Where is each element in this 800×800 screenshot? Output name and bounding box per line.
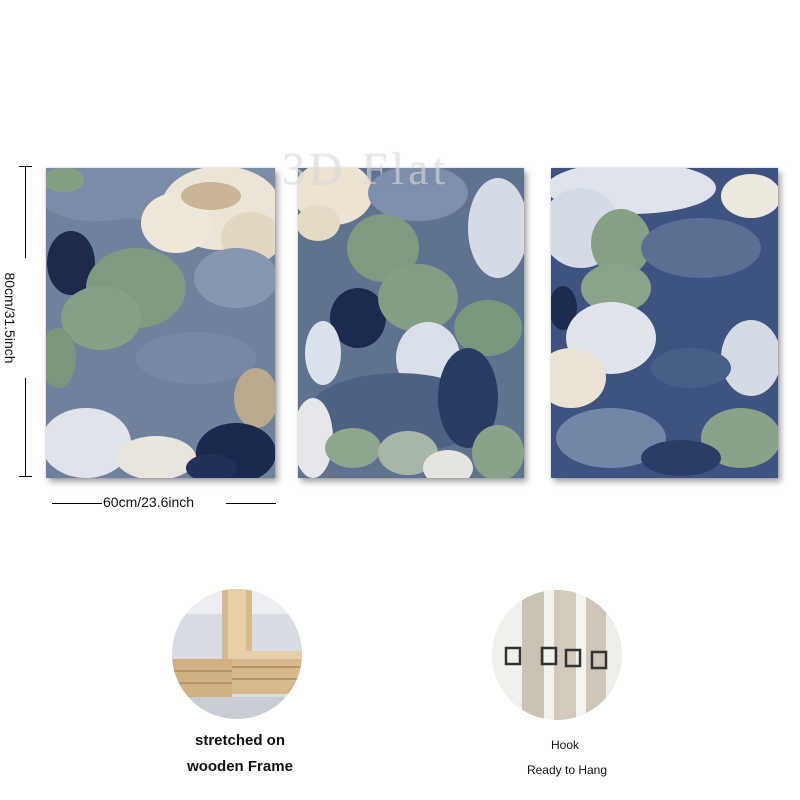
hook-photo <box>492 590 622 720</box>
hook-caption-line1: Hook <box>550 738 579 752</box>
height-line-top <box>25 166 26 258</box>
width-line-right <box>226 503 276 504</box>
height-tick-bottom <box>19 476 32 477</box>
watermark-text: 3D Flat <box>282 143 450 194</box>
height-line-bottom <box>25 378 26 476</box>
left-canvas <box>46 168 275 478</box>
frame-caption-line1: stretched on <box>194 732 285 749</box>
hook-caption-line2: Ready to Hang <box>526 763 608 777</box>
height-dimension-label: 80cm/31.5inch <box>2 272 18 364</box>
frame-caption-line2: wooden Frame <box>187 758 293 775</box>
middle-canvas <box>298 168 524 478</box>
width-dimension-label: 60cm/23.6inch <box>103 494 195 510</box>
right-canvas <box>551 168 778 478</box>
width-line-left <box>52 503 102 504</box>
height-tick-top <box>19 166 32 167</box>
wooden-frame-photo <box>172 589 302 719</box>
